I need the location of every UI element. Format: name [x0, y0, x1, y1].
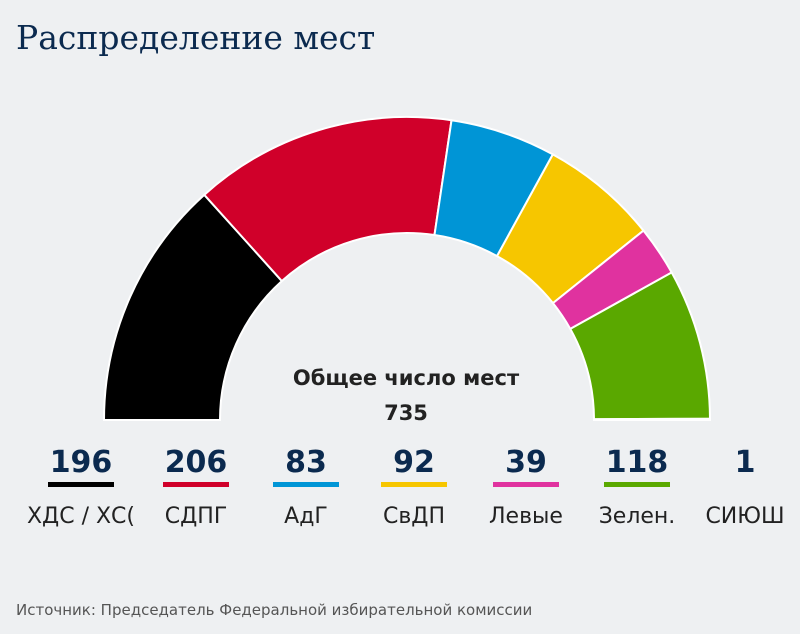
chart-title: Распределение мест — [16, 18, 376, 57]
arc-group — [102, 116, 712, 421]
legend-swatch-5 — [493, 482, 559, 487]
legend-name-4: СвДП — [383, 504, 445, 529]
legend-swatch-1 — [48, 482, 114, 487]
legend-value-3: 83 — [285, 445, 327, 480]
legend-swatch-6 — [604, 482, 670, 487]
legend-value-7: 1 — [735, 445, 756, 480]
legend-value-4: 92 — [393, 445, 435, 480]
legend-name-6: Зелен. — [599, 504, 676, 529]
source-note: Источник: Председатель Федеральной избир… — [16, 601, 533, 619]
legend-name-3: АдГ — [284, 504, 328, 529]
legend-swatch-4 — [381, 482, 447, 487]
legend-name-1: ХДС / ХС( — [27, 504, 135, 529]
total-value: 735 — [384, 401, 428, 425]
legend-value-5: 39 — [505, 445, 547, 480]
legend-value-6: 118 — [606, 445, 669, 480]
legend-swatch-3 — [273, 482, 339, 487]
legend-name-2: СДПГ — [165, 504, 228, 529]
legend: 196 ХДС / ХС( 206 СДПГ 83 АдГ 92 СвДП 39 Левые 118… — [27, 445, 785, 529]
total-label: Общее число мест — [293, 366, 520, 390]
arc-segment-7 — [592, 417, 712, 421]
legend-name-5: Левые — [489, 504, 563, 529]
legend-value-2: 206 — [165, 445, 228, 480]
legend-value-1: 196 — [50, 445, 113, 480]
legend-swatch-2 — [163, 482, 229, 487]
legend-name-7: СИЮШ — [705, 504, 784, 529]
